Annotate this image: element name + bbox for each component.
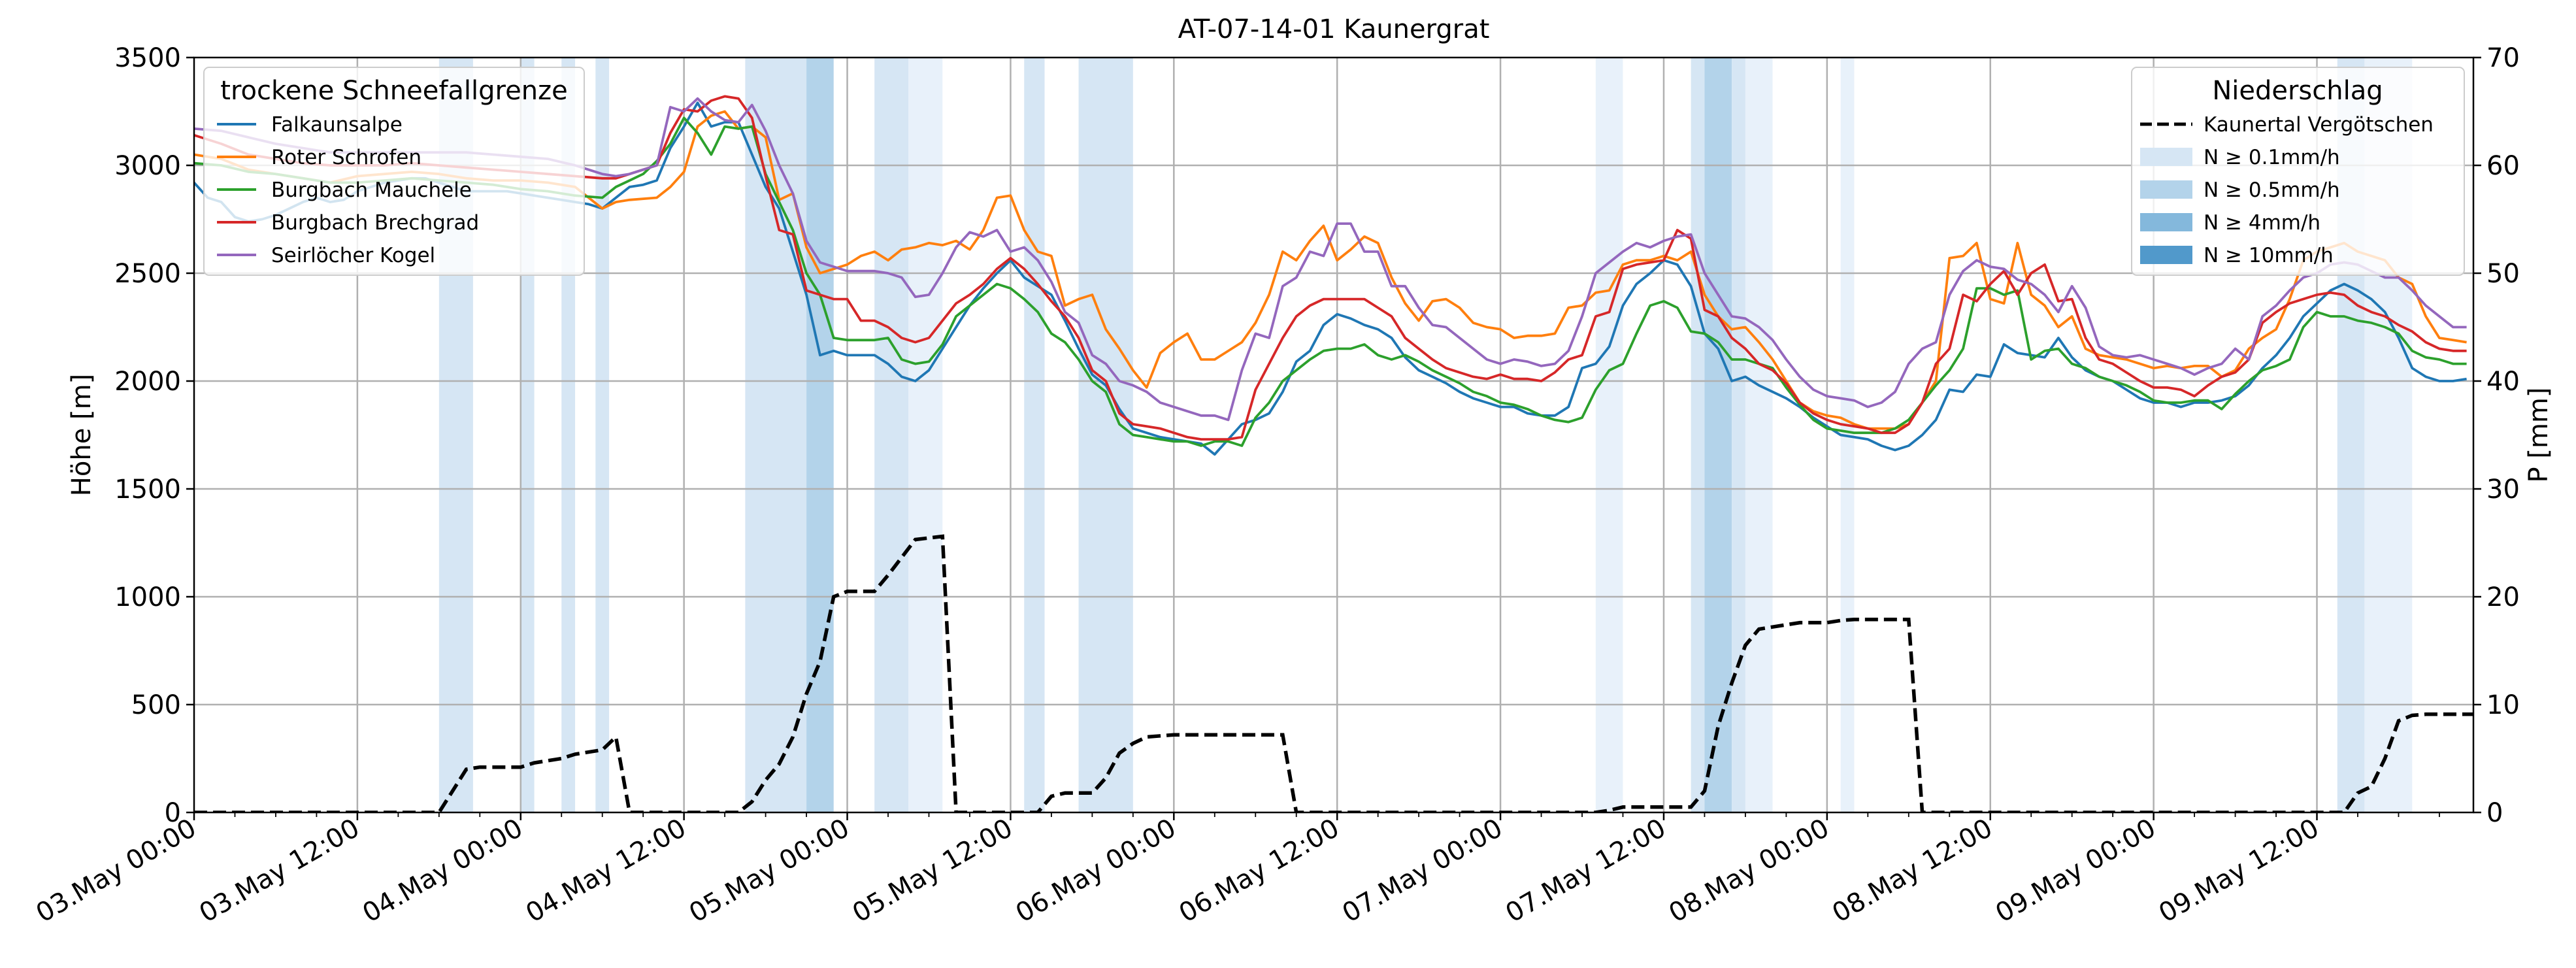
y-tick-label-left: 3000 [114,151,181,181]
legend-label: Seirlöcher Kogel [271,244,435,267]
precip-band [595,58,610,812]
legend-label: Burgbach Brechgrad [271,211,479,235]
legend-snowline: trockene Schneefallgrenze Falkaunsalpe Rot… [203,67,585,276]
y-axis-left-label: Höhe [m] [67,374,97,496]
precip-band [806,58,834,812]
precip-band [874,58,909,812]
legend-label: N ≥ 4mm/h [2204,211,2320,235]
precip-cumulative-line [194,534,2473,812]
x-tick-label: 03.May 12:00 [194,813,365,929]
legend-swatch [2140,213,2192,231]
precip-band [1745,58,1773,812]
legend-label: Burgbach Mauchele [271,178,472,202]
precip-line-path [194,534,2473,812]
x-tick-label: 07.May 00:00 [1338,813,1508,929]
y-tick-label-right: 40 [2486,367,2520,397]
y-tick-label-left: 0 [165,798,181,828]
y-tick-label-right: 30 [2486,475,2520,505]
legend-box [203,67,585,276]
x-tick-label: 07.May 12:00 [1500,813,1671,929]
x-tick-label: 03.May 00:00 [31,813,201,929]
y-tick-label-right: 70 [2486,43,2520,73]
precipitation-bands [438,58,2413,812]
x-tick-label: 06.May 00:00 [1011,813,1181,929]
legend-label: N ≥ 0.1mm/h [2204,146,2340,169]
x-tick-label: 05.May 00:00 [684,813,855,929]
x-tick-label: 08.May 12:00 [1827,813,1998,929]
x-tick-label: 05.May 12:00 [848,813,1018,929]
precip-band [1732,58,1745,812]
legend-title: trockene Schneefallgrenze [220,76,567,106]
y-tick-label-left: 500 [131,690,181,720]
y-axis-right-label: P [mm] [2524,388,2554,483]
precip-band [1595,58,1623,812]
x-tick-label: 04.May 00:00 [357,813,528,929]
precip-band [1024,58,1045,812]
y-tick-label-left: 1000 [114,582,181,612]
precip-band [908,58,943,812]
x-tick-label: 09.May 00:00 [1990,813,2161,929]
y-tick-label-right: 50 [2486,259,2520,289]
legend-label: Roter Schrofen [271,146,421,169]
precip-band [1704,58,1732,812]
x-tick-label: 06.May 12:00 [1174,813,1345,929]
legend-swatch [2140,180,2192,199]
series-line [194,97,2467,422]
x-tick-label: 04.May 12:00 [521,813,691,929]
series-line [194,95,2467,441]
grid-lines [194,58,2473,812]
legend-title: Niederschlag [2212,76,2383,106]
precip-band [1078,58,1133,812]
series-line [194,116,2467,447]
precip-band [745,58,807,812]
y-tick-label-left: 2500 [114,259,181,289]
series-lines [194,95,2467,456]
legend-swatch [2140,246,2192,264]
legend-swatch [2140,148,2192,166]
legend-box [2131,67,2465,276]
plot-frame [193,56,2475,814]
legend-label: N ≥ 0.5mm/h [2204,178,2340,202]
y-tick-label-right: 0 [2486,798,2503,828]
y-tick-label-right: 10 [2486,690,2520,720]
chart-title: AT-07-14-01 Kaunergrat [1178,14,1490,44]
y-tick-label-left: 1500 [114,475,181,505]
legend-label: N ≥ 10mm/h [2204,244,2334,267]
x-tick-label: 08.May 00:00 [1664,813,1834,929]
precip-band [1691,58,1705,812]
y-tick-label-right: 20 [2486,582,2520,612]
y-tick-label-right: 60 [2486,151,2520,181]
legend-label: Kaunertal Vergötschen [2204,113,2434,137]
x-tick-label: 09.May 12:00 [2154,813,2324,929]
y-tick-label-left: 3500 [114,43,181,73]
legend-precipitation: Niederschlag Kaunertal Vergötschen N ≥ 0.1… [2131,67,2465,276]
legend-label: Falkaunsalpe [271,113,403,137]
y-tick-label-left: 2000 [114,367,181,397]
